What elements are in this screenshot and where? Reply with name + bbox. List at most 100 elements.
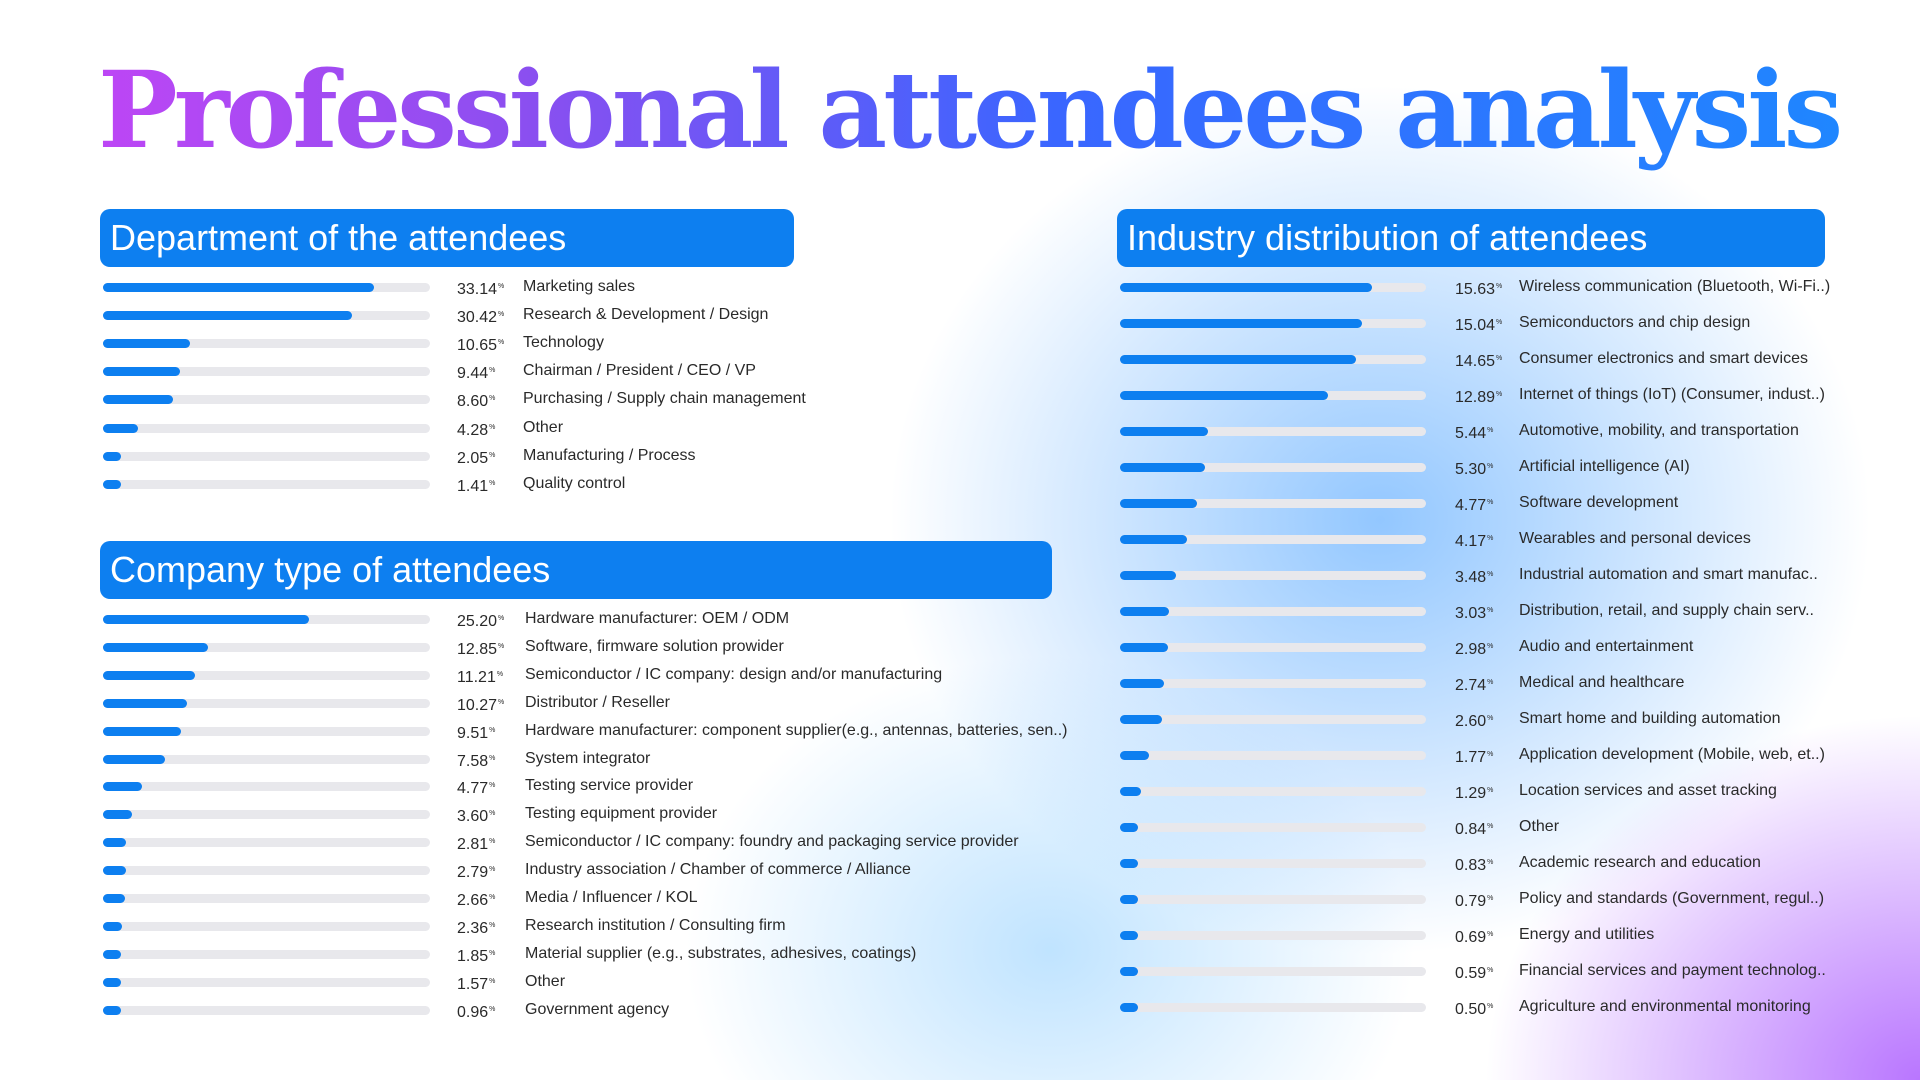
bar-track <box>103 339 430 349</box>
bar-row: 4.77% Software development <box>1117 491 1825 515</box>
percent-sign: % <box>489 1005 496 1013</box>
bar-row: 3.60% Testing equipment provider <box>100 802 1052 826</box>
bar <box>103 642 209 652</box>
percent-sign: % <box>489 754 496 762</box>
percent-sign: % <box>1487 931 1494 938</box>
percent-sign: % <box>489 838 496 846</box>
category-label: Material supplier (e.g., substrates, adh… <box>525 944 917 962</box>
bar-track <box>103 283 430 292</box>
bar-track <box>1120 643 1426 652</box>
bar-track <box>103 367 430 377</box>
data-label: 0.69% <box>1455 929 1494 946</box>
bar-track <box>103 1005 430 1015</box>
percent-sign: % <box>1487 967 1494 974</box>
data-label: 2.81% <box>457 836 496 854</box>
bar <box>103 395 174 405</box>
percent-sign: % <box>1487 823 1494 830</box>
bar-row: 3.48% Industrial automation and smart man… <box>1117 563 1825 587</box>
data-label: 7.58% <box>457 752 496 770</box>
percent-sign: % <box>1487 715 1494 722</box>
bar <box>1120 787 1141 796</box>
category-label: Policy and standards (Government, regul.… <box>1519 890 1825 907</box>
data-label: 0.59% <box>1455 965 1494 982</box>
bar-track <box>103 754 430 764</box>
bar-track <box>1120 967 1426 976</box>
category-label: Energy and utilities <box>1519 926 1655 943</box>
bar-row: 5.44% Automotive, mobility, and transport… <box>1117 419 1825 443</box>
data-label: 2.79% <box>457 864 496 882</box>
bar-track <box>1120 283 1426 292</box>
bar-row: 12.89% Internet of things (IoT) (Consumer… <box>1117 383 1825 407</box>
bar-track <box>1120 895 1426 904</box>
category-label: Financial services and payment technolog… <box>1519 962 1826 979</box>
category-label: Industry association / Chamber of commer… <box>525 861 911 879</box>
data-label: 1.57% <box>457 975 496 993</box>
category-label: Automotive, mobility, and transportation <box>1519 422 1799 439</box>
data-label: 10.65% <box>457 337 505 355</box>
percent-sign: % <box>496 670 504 678</box>
bar-row: 0.59% Financial services and payment tech… <box>1117 959 1826 983</box>
category-label: Media / Influencer / KOL <box>525 889 698 906</box>
category-label: Artificial intelligence (AI) <box>1519 458 1690 475</box>
bar <box>103 615 309 624</box>
department-panel: Department of the attendees 33.14% Market… <box>100 209 806 495</box>
bar-row: 0.84% Other <box>1117 815 1825 839</box>
bar <box>103 670 195 680</box>
data-label: 30.42% <box>457 309 505 327</box>
category-label: Hardware manufacturer: OEM / ODM <box>525 610 790 627</box>
percent-sign: % <box>1487 1003 1494 1010</box>
data-label: 2.05% <box>457 449 496 467</box>
data-label: 8.60% <box>457 393 496 411</box>
data-label: 2.66% <box>457 892 496 909</box>
data-label: 9.51% <box>457 724 496 742</box>
bar <box>1120 823 1138 832</box>
bar-track <box>103 866 430 876</box>
bar <box>1120 643 1168 652</box>
bar-row: 0.83% Academic research and education <box>1117 851 1825 875</box>
category-label: Application development (Mobile, web, et… <box>1519 746 1825 763</box>
category-label: Distribution, retail, and supply chain s… <box>1519 602 1814 619</box>
category-label: Wireless communication (Bluetooth, Wi-Fi… <box>1519 278 1831 295</box>
bar <box>103 479 121 489</box>
percent-sign: % <box>489 866 496 874</box>
bar-row: 33.14% Marketing sales <box>100 275 794 299</box>
percent-sign: % <box>1496 283 1503 290</box>
percent-sign: % <box>489 977 496 985</box>
bar <box>1120 535 1188 544</box>
category-label: Technology <box>523 334 604 352</box>
bar <box>1120 679 1165 688</box>
bar <box>103 339 191 349</box>
category-label: Other <box>1519 818 1560 835</box>
percent-sign: % <box>1487 535 1494 542</box>
category-label: Software, firmware solution prowider <box>525 637 784 655</box>
percent-sign: % <box>498 283 505 290</box>
data-label: 4.77% <box>457 780 496 798</box>
category-label: Agriculture and environmental monitoring <box>1519 998 1811 1015</box>
bar <box>103 921 123 931</box>
category-label: Research institution / Consulting firm <box>525 916 786 934</box>
bar <box>1120 571 1177 580</box>
category-label: Purchasing / Supply chain management <box>523 390 806 408</box>
bar-row: 3.03% Distribution, retail, and supply ch… <box>1117 599 1825 623</box>
data-label: 15.04% <box>1455 317 1503 334</box>
data-label: 25.20% <box>457 613 505 630</box>
category-label: Semiconductor / IC company: foundry and … <box>525 833 1019 851</box>
bar <box>103 367 181 377</box>
percent-sign: % <box>489 894 496 901</box>
category-label: Government agency <box>525 1000 670 1018</box>
bar <box>1120 427 1208 436</box>
percent-sign: % <box>489 949 496 957</box>
bar-row: 2.98% Audio and entertainment <box>1117 635 1825 659</box>
data-label: 4.28% <box>457 421 496 439</box>
data-label: 9.44% <box>457 365 496 383</box>
data-label: 4.17% <box>1455 533 1494 550</box>
data-label: 3.60% <box>457 808 496 826</box>
bar-track <box>103 642 430 652</box>
bar-track <box>1120 319 1426 328</box>
bar-row: 30.42% Research & Development / Design <box>100 303 794 327</box>
department-header: Department of the attendees <box>100 209 794 267</box>
bar-track <box>1120 679 1426 688</box>
bar-row: 4.28% Other <box>100 416 794 440</box>
category-label: Semiconductor / IC company: design and/o… <box>525 665 943 683</box>
bar-track <box>1120 499 1426 508</box>
